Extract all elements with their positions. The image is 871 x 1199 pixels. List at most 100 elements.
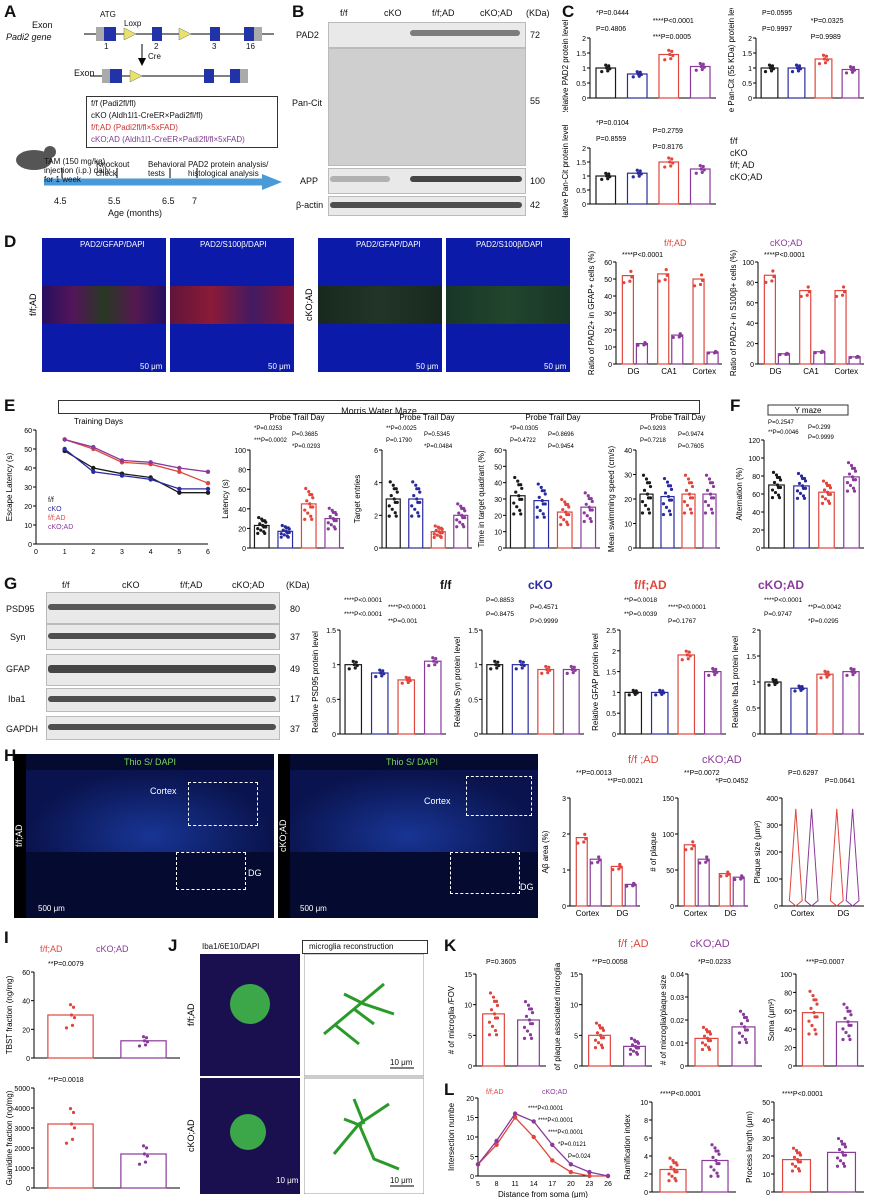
y-tick-label: 0 <box>748 96 752 103</box>
y-tick-label: 0.01 <box>670 1041 684 1048</box>
y-tick-label: 60 <box>22 970 30 977</box>
data-point <box>848 355 853 360</box>
data-point <box>692 284 697 288</box>
legend-entry: cKO;AD <box>48 524 73 531</box>
y-tick-label: 10 <box>466 1135 474 1142</box>
y-tick-label: 60 <box>238 487 246 494</box>
legend-g-ffad: f/f;AD <box>634 578 667 592</box>
data-point <box>597 1023 602 1028</box>
data-point <box>410 504 414 508</box>
series-point <box>119 473 125 478</box>
y-tick-label: 0 <box>242 546 246 553</box>
y-tick-label: 0 <box>766 1190 770 1197</box>
data-point <box>460 506 464 511</box>
data-point <box>807 1019 811 1023</box>
data-point <box>259 528 263 532</box>
series-line <box>477 1116 608 1177</box>
data-point <box>851 65 856 70</box>
data-point <box>839 1139 844 1143</box>
data-point <box>740 874 744 878</box>
data-point <box>282 533 286 537</box>
data-point <box>712 351 717 355</box>
p-value: **P=0.0058 <box>592 959 628 966</box>
y-tick-label: 50 <box>604 277 612 284</box>
y-tick-label: 60 <box>784 1009 792 1016</box>
data-point <box>709 507 714 511</box>
violin <box>829 808 844 907</box>
data-point <box>588 508 592 512</box>
data-point <box>416 511 420 515</box>
data-point <box>631 1049 636 1053</box>
data-point <box>305 499 309 503</box>
data-point <box>286 535 290 539</box>
data-point <box>635 1052 640 1056</box>
data-point <box>596 1041 601 1045</box>
data-point <box>678 332 682 336</box>
data-point <box>582 840 586 844</box>
chart-title: Probe Trail Day <box>650 413 705 422</box>
data-point <box>547 665 551 669</box>
data-point <box>690 484 695 489</box>
data-point <box>583 491 587 495</box>
band-gapdh <box>48 724 276 730</box>
y-tick-label: 20 <box>238 526 246 533</box>
data-point <box>517 494 521 498</box>
data-point <box>743 1028 748 1032</box>
legend-cko: cKO (Aldh1l1-CreER×Padi2fl/fl) <box>91 111 203 120</box>
data-point <box>391 483 395 487</box>
data-point <box>841 285 846 289</box>
p-value: *P=0.0325 <box>811 18 844 25</box>
roi-h-dg-2 <box>450 852 520 894</box>
cre-label: Cre <box>148 52 161 61</box>
data-point <box>664 505 669 509</box>
bar <box>834 289 847 365</box>
panel-label-h: H <box>4 746 17 765</box>
y-tick-label: 10 <box>570 1003 578 1010</box>
data-point <box>846 461 851 465</box>
data-point <box>143 1043 148 1047</box>
row-label-j-ffad: f/f;AD <box>186 954 200 1076</box>
bar <box>624 691 643 735</box>
chart-plaque-count: 0 50 100 150 # of plaque Cortex DG **P=0.0072*P… <box>649 770 748 918</box>
data-point <box>604 171 608 175</box>
blot-g-marker-17: 17 <box>290 694 301 704</box>
data-point <box>778 353 782 357</box>
data-point <box>704 860 708 864</box>
data-point <box>841 1161 846 1166</box>
chart-process-length: 0 10 20 30 40 50 Process length (μm) ****P<0.00… <box>745 1091 864 1197</box>
series-point <box>550 1142 555 1147</box>
data-point <box>641 473 646 477</box>
legend-c-cko: cKO <box>730 148 748 158</box>
data-point <box>630 275 634 279</box>
p-value: P=0.1790 <box>386 438 413 444</box>
data-point <box>584 837 588 841</box>
data-point <box>405 678 409 682</box>
y-tick-label: 10 <box>624 522 632 529</box>
data-point <box>455 518 459 522</box>
data-point <box>560 497 564 502</box>
data-point <box>798 1153 803 1157</box>
y-tick-label: 10 <box>24 523 32 530</box>
data-point <box>669 1165 673 1169</box>
gene-label: Padi2 gene <box>6 32 52 42</box>
bar <box>423 660 442 735</box>
y-axis-label: Guanidine fraction (ng/mg) <box>5 1090 14 1185</box>
p-value: *P=0.0253 <box>254 426 283 432</box>
data-point <box>687 492 692 496</box>
data-point <box>69 1013 74 1017</box>
data-point <box>284 526 288 530</box>
data-point <box>739 1022 744 1026</box>
data-point <box>706 1039 711 1043</box>
data-point <box>685 653 689 657</box>
exon-num-3: 3 <box>212 42 217 51</box>
y-tick-label: 5 <box>468 1033 472 1040</box>
data-point <box>841 1153 846 1157</box>
y-tick-label: 20 <box>752 528 760 535</box>
data-point <box>303 517 307 521</box>
data-point <box>669 487 674 491</box>
y-tick-label: 0 <box>628 546 632 553</box>
bar <box>517 1019 540 1067</box>
atg-label: ATG <box>100 10 116 19</box>
bar <box>842 670 860 735</box>
data-point <box>703 1043 708 1047</box>
